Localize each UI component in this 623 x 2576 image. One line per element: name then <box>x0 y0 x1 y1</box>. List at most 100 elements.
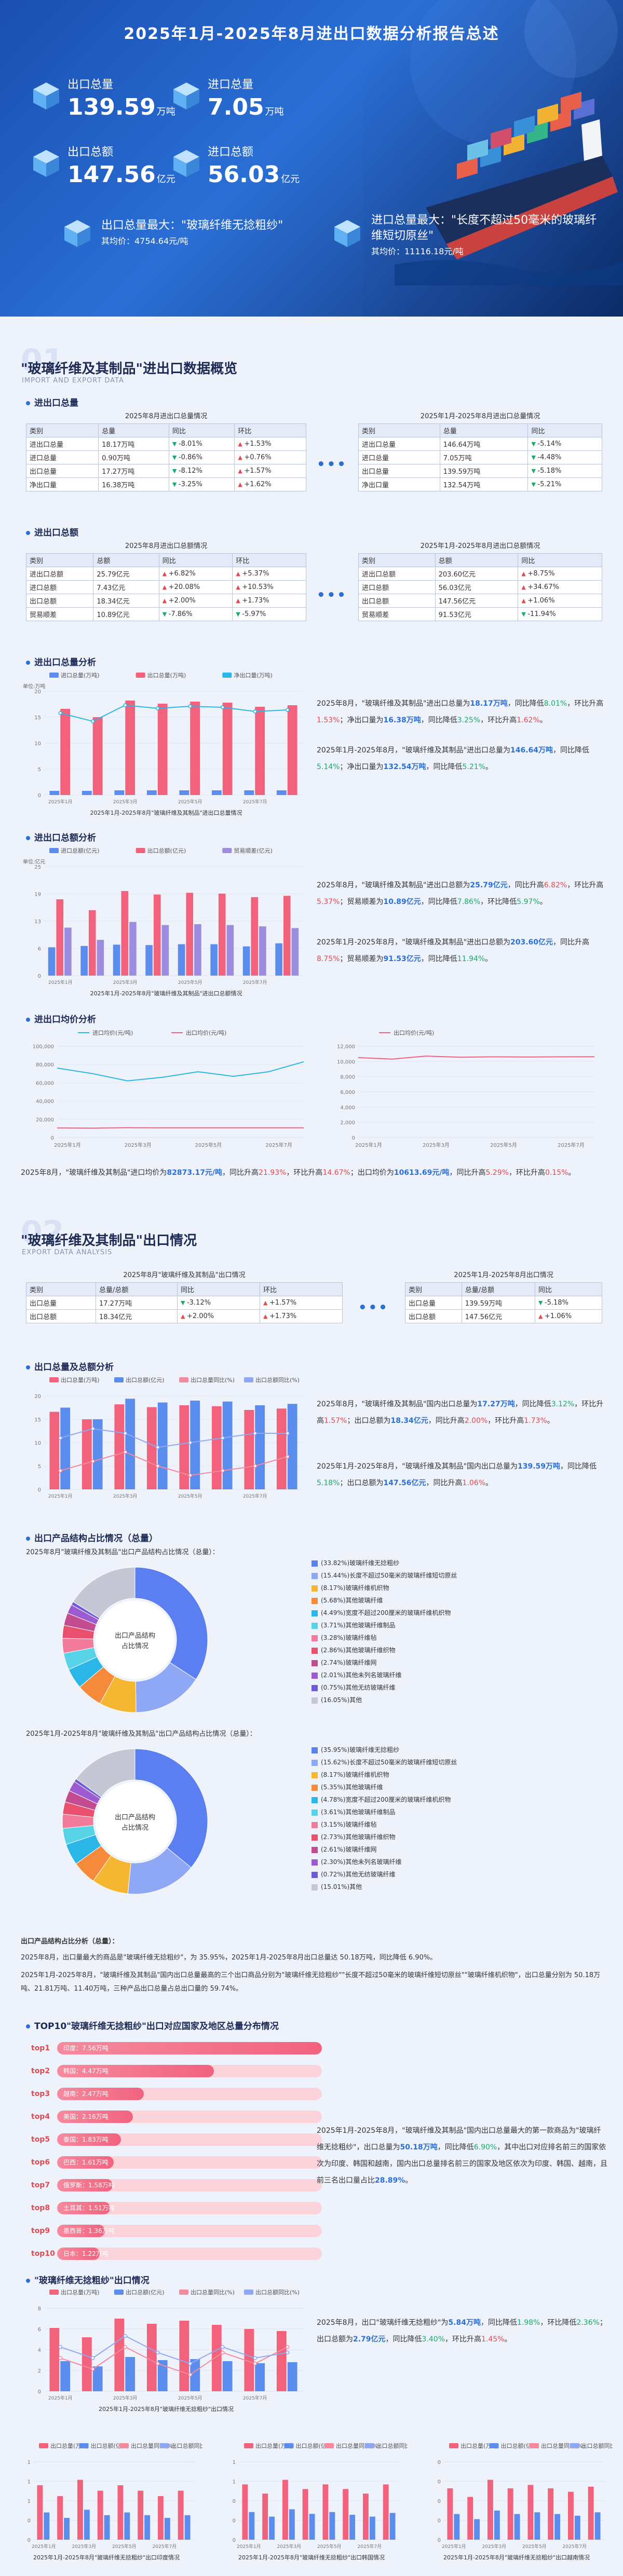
value-up: 8.75% <box>317 955 340 963</box>
legend-label: 出口总额(亿元) <box>126 2289 165 2296</box>
kpi-label: 进口总额 <box>208 146 254 159</box>
rank-text: 美国：2.16万吨 <box>63 2113 109 2120</box>
value-highlight: 139.59万吨 <box>518 1462 561 1471</box>
paragraph-text: 。 <box>539 898 547 906</box>
legend-swatch <box>119 2443 129 2448</box>
bar <box>222 1401 233 1489</box>
legend-label: (2.61%)玻璃纤维网 <box>321 1846 377 1853</box>
tick-label: 6,000 <box>340 1090 355 1095</box>
tick-label: 2025年5月 <box>317 2543 342 2550</box>
table-header: 同比 <box>158 553 233 567</box>
series-line <box>60 704 288 722</box>
cube-icon <box>62 218 92 248</box>
table-cell: +8.75% <box>518 567 602 581</box>
rank-track: 巴西：1.61万吨 <box>57 2156 322 2169</box>
line-point <box>58 1469 62 1473</box>
table-header: 类别 <box>25 553 94 567</box>
legend-label: 出口总量同比(%) <box>191 2289 235 2296</box>
tick-label: 2025年7月 <box>243 1493 267 1499</box>
table-header: 环比 <box>234 423 306 437</box>
bar <box>244 1410 254 1489</box>
kpi-value: 147.56 <box>67 161 156 188</box>
amt-trend-chart: 进口总额(亿元) 出口总额(亿元) 贸易顺差(亿元) 单位:亿元 0 6 13 19 25 202… <box>23 847 304 997</box>
sub-heading: 进出口总额分析 <box>26 830 96 843</box>
bar <box>113 944 120 976</box>
bar <box>447 2488 453 2540</box>
bar <box>117 2485 124 2540</box>
top10-paragraph: 2025年1月-2025年8月，"玻璃纤维及其制品"国内出口总量最大的第一款商品… <box>317 2122 607 2189</box>
line-point <box>221 705 225 709</box>
paragraph-text: ，其中出口对应排名前三的国家依次为印度、韩国和越南，国内出口总量排名前三的国家及… <box>317 2143 607 2185</box>
kpi-unit: 万吨 <box>156 106 175 117</box>
legend-label: (0.75%)其他无纺玻璃纤维 <box>321 1684 396 1691</box>
kpi-value: 7.05 <box>208 94 264 120</box>
legend-label: 出口总量(万吨) <box>147 672 186 679</box>
value-up: 1.53% <box>317 716 340 724</box>
chart-caption: 2025年1月-2025年8月"玻璃纤维及其制品"进出口总额情况 <box>90 990 242 997</box>
tick-label: 0 <box>233 2499 236 2504</box>
value-highlight: 18.34亿元 <box>390 1417 428 1425</box>
legend-label: (2.30%)其他未列名玻璃纤维 <box>321 1858 402 1866</box>
table-header: 总额 <box>93 553 159 567</box>
legend-swatch <box>222 673 232 678</box>
bar <box>244 2329 254 2391</box>
pie-slice <box>134 1748 208 1868</box>
table-header: 同比 <box>527 423 602 437</box>
value-highlight: 2.79亿元 <box>353 2335 386 2344</box>
tick-label: 0 <box>438 2518 441 2524</box>
line-point <box>123 2345 127 2349</box>
export-structure-pie-ytd: 出口产品结构占比情况 <box>62 1748 208 1895</box>
rank-text: 印度：7.56万吨 <box>63 2045 109 2052</box>
rank-track: 越南：2.47万吨 <box>57 2088 322 2100</box>
legend-item: (0.72%)其他无纺玻璃纤维 <box>312 1868 457 1881</box>
legend-label: (33.82%)玻璃纤维无捻粗纱 <box>321 1559 400 1567</box>
pie-slice <box>75 1748 136 1798</box>
tick-label: 60,000 <box>36 1080 54 1086</box>
rank-track: 俄罗斯：1.58万吨 <box>57 2179 322 2191</box>
legend-item: (2.73%)其他玻璃纤维织物 <box>312 1831 457 1843</box>
legend-swatch <box>312 1585 318 1592</box>
export-max-price: 其均价：4754.64元/吨 <box>101 236 188 246</box>
bar <box>190 2359 200 2391</box>
line-point <box>156 2361 160 2366</box>
series-line <box>60 2346 288 2376</box>
table-cell: 进口总额 <box>25 580 94 594</box>
line-point <box>156 706 160 710</box>
legend-label: 出口总额同比(%) <box>255 1376 300 1383</box>
bar <box>302 2489 308 2540</box>
tick-label: 80,000 <box>36 1062 54 1068</box>
bar <box>178 2490 184 2540</box>
bar <box>211 790 222 795</box>
legend-swatch <box>49 1377 59 1382</box>
table-cell: 净出口量 <box>25 477 99 491</box>
table-header: 总量 <box>98 423 169 437</box>
table-cell: +2.00% <box>177 1309 260 1323</box>
paragraph-text: ，环比升高 <box>317 1400 604 1425</box>
hero-banner: 2025年1月-2025年8月进出口数据分析报告总述 出口总量 139.59 万吨… <box>0 0 623 317</box>
import-price-chart: 进口均价(元/吨) 出口均价(元/吨) 0 20,000 40,000 60,000 80,… <box>33 1029 304 1148</box>
legend-swatch <box>312 1821 318 1828</box>
paragraph-text: 2025年8月，"玻璃纤维及其制品"进出口总额为 <box>317 881 470 889</box>
table-cell: 出口总量 <box>405 1296 462 1310</box>
table-header: 总量/总额 <box>95 1282 178 1296</box>
paragraph-text: 。 <box>485 1479 493 1487</box>
rank-label: top10 <box>31 2250 55 2258</box>
bar <box>164 2518 170 2540</box>
table-cell: -5.97% <box>232 607 306 621</box>
line-point <box>123 2334 127 2338</box>
legend-swatch <box>324 2443 334 2448</box>
legend-swatch <box>312 1622 318 1629</box>
tick-label: 2025年1月 <box>237 2543 261 2550</box>
value-highlight: 5.84万吨 <box>448 2319 481 2327</box>
table-cell: 17.27万吨 <box>98 464 169 478</box>
bar <box>287 705 297 795</box>
legend-label: 贸易顺差(亿元) <box>234 847 273 854</box>
top10-ranking: top1 印度：7.56万吨 top2 韩国：4.47万吨 top3 越南：2.47万吨 t… <box>31 2039 322 2268</box>
line-point <box>286 708 290 712</box>
value-down: 3.12% <box>551 1400 575 1408</box>
cube-icon <box>332 218 362 248</box>
tick-label: 5 <box>38 1464 41 1470</box>
legend-swatch <box>39 2443 48 2448</box>
